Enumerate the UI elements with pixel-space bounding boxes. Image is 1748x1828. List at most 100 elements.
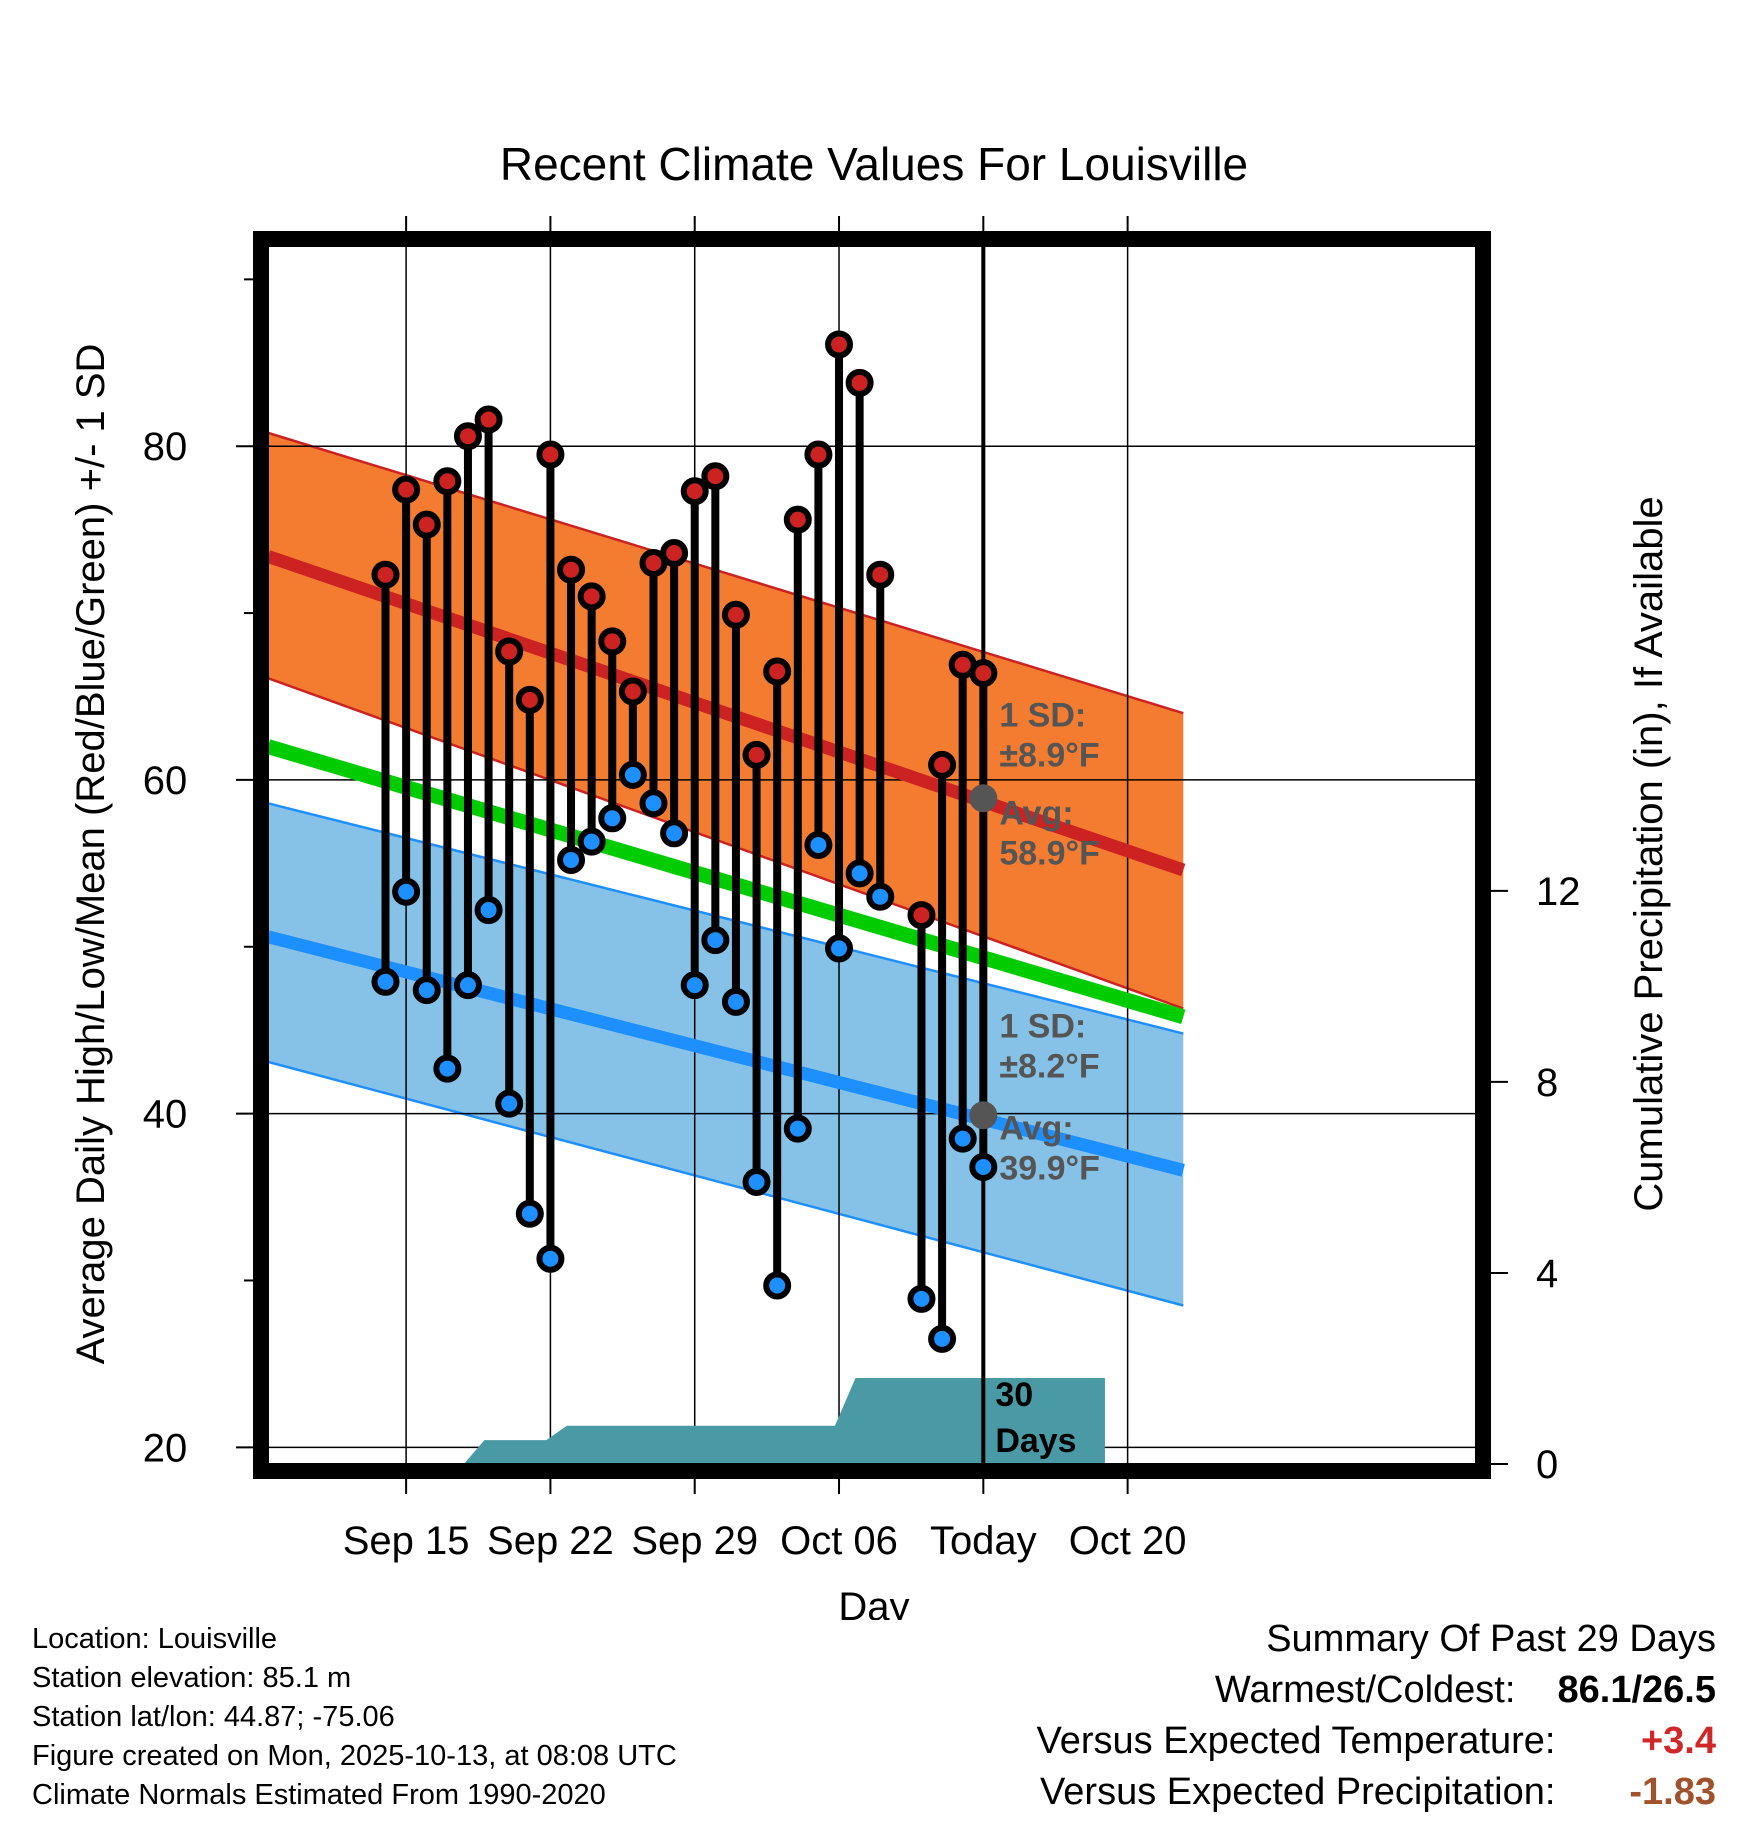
warmest-label: Warmest/Coldest: — [1214, 1669, 1516, 1711]
axes: 20 40 60 80 0 4 8 12 Sep 15 Sep 22 Sep 29 Oct 06 Tod… — [143, 216, 1581, 1563]
x-tick-label: Sep 22 — [487, 1519, 614, 1563]
obs-high-point — [721, 600, 750, 629]
obs-high-point — [969, 659, 998, 688]
obs-high-point — [557, 555, 586, 584]
obs-high-point — [845, 368, 874, 397]
obs-low-point — [763, 1271, 792, 1300]
y-tick-label: 80 — [143, 425, 188, 469]
obs-low-point — [515, 1199, 544, 1228]
x-axis-label: Day — [838, 1585, 909, 1620]
low-avg-marker — [969, 1101, 998, 1130]
location-text: Location: Louisville — [32, 1623, 278, 1655]
obs-low-point — [742, 1168, 771, 1197]
obs-high-point — [515, 685, 544, 714]
y-axis-label: Average Daily High/Low/Mean (Red/Blue/Gr… — [69, 344, 113, 1365]
obs-high-point — [928, 750, 957, 779]
high-sd-band-upper-edge — [267, 431, 1184, 715]
obs-high-point — [825, 330, 854, 359]
x-tick-label: Sep 29 — [631, 1519, 758, 1563]
y2-axis-label: Cumulative Precipitation (in), If Availa… — [1627, 496, 1671, 1211]
y-tick-label: 40 — [143, 1093, 188, 1137]
x-tick-label: Today — [930, 1519, 1037, 1563]
mean-normal-line — [265, 739, 1186, 1025]
y2-tick-label: 12 — [1536, 870, 1581, 914]
low-sd-band-upper-edge — [267, 802, 1184, 1035]
obs-high-point — [907, 901, 936, 930]
obs-high-point — [660, 539, 689, 568]
temp-row: Versus Expected Temperature: +3.4 — [1037, 1716, 1716, 1767]
precip-area — [268, 1378, 1105, 1464]
obs-low-point — [825, 934, 854, 963]
obs-low-point — [969, 1153, 998, 1182]
obs-high-point — [474, 405, 503, 434]
y2-tick-label: 4 — [1536, 1252, 1558, 1296]
obs-low-point — [907, 1284, 936, 1313]
precip-label: Versus Expected Precipitation: — [1040, 1771, 1556, 1813]
obs-low-point — [639, 789, 668, 818]
obs-low-point — [701, 926, 730, 955]
warmest-value: 86.1/26.5 — [1557, 1669, 1716, 1711]
high-sd-band-lower-edge — [267, 676, 1184, 1010]
obs-low-point — [845, 859, 874, 888]
obs-high-point — [412, 510, 441, 539]
high-sd-value: ±8.9°F — [999, 736, 1099, 774]
obs-high-point — [618, 677, 647, 706]
obs-low-point — [598, 804, 627, 833]
obs-low-point — [721, 987, 750, 1016]
high-avg-marker — [969, 784, 998, 813]
obs-high-point — [701, 462, 730, 491]
high-avg-value: 58.9°F — [999, 834, 1100, 872]
obs-low-point — [783, 1114, 812, 1143]
obs-low-point — [474, 896, 503, 925]
obs-low-point — [557, 846, 586, 875]
obs-low-point — [660, 819, 689, 848]
temp-value: +3.4 — [1640, 1720, 1716, 1762]
y-tick-label: 60 — [143, 759, 188, 803]
x-tick-label: Sep 15 — [343, 1519, 470, 1563]
high-avg-label: Avg: — [999, 794, 1073, 832]
obs-high-point — [577, 582, 606, 611]
obs-low-point — [928, 1324, 957, 1353]
high-sd-band — [268, 432, 1184, 1009]
obs-low-point — [804, 830, 833, 859]
elevation-text: Station elevation: 85.1 m — [32, 1662, 352, 1694]
obs-high-point — [392, 475, 421, 504]
low-avg-value: 39.9°F — [999, 1149, 1100, 1187]
summary-panel: Summary Of Past 29 Days Warmest/Coldest:… — [1037, 1614, 1716, 1818]
x-tick-label: Oct 20 — [1069, 1519, 1187, 1563]
obs-low-point — [433, 1054, 462, 1083]
obs-low-point — [392, 877, 421, 906]
high-sd-label: 1 SD: — [999, 696, 1086, 734]
plot-frame — [253, 231, 1491, 1479]
obs-high-point — [371, 560, 400, 589]
precip-days-number: 30 — [995, 1376, 1033, 1414]
precip-value: -1.83 — [1629, 1771, 1716, 1813]
obs-high-point — [680, 477, 709, 506]
normals-text: Climate Normals Estimated From 1990-2020 — [32, 1779, 606, 1811]
warmest-row: Warmest/Coldest: 86.1/26.5 — [1037, 1665, 1716, 1716]
obs-low-point — [618, 760, 647, 789]
climate-chart: Recent Climate Values For Louisville 1 S… — [69, 138, 1671, 1620]
obs-low-point — [577, 827, 606, 856]
created-text: Figure created on Mon, 2025-10-13, at 08… — [32, 1740, 677, 1772]
low-normal-line — [266, 930, 1185, 1177]
obs-high-point — [453, 422, 482, 451]
obs-high-point — [866, 560, 895, 589]
y-tick-label: 20 — [143, 1426, 188, 1470]
obs-low-point — [536, 1244, 565, 1273]
obs-high-point — [742, 740, 771, 769]
obs-low-point — [948, 1124, 977, 1153]
obs-low-point — [453, 971, 482, 1000]
obs-high-point — [804, 440, 833, 469]
precip-days-word: Days — [995, 1422, 1076, 1460]
latlon-text: Station lat/lon: 44.87; -75.06 — [32, 1701, 395, 1733]
obs-high-point — [783, 505, 812, 534]
chart-title: Recent Climate Values For Louisville — [500, 138, 1248, 190]
obs-low-point — [371, 967, 400, 996]
obs-high-point — [536, 440, 565, 469]
low-avg-label: Avg: — [999, 1109, 1073, 1147]
obs-low-point — [495, 1089, 524, 1118]
precip-layer — [268, 1378, 1105, 1464]
low-sd-value: ±8.2°F — [999, 1047, 1099, 1085]
